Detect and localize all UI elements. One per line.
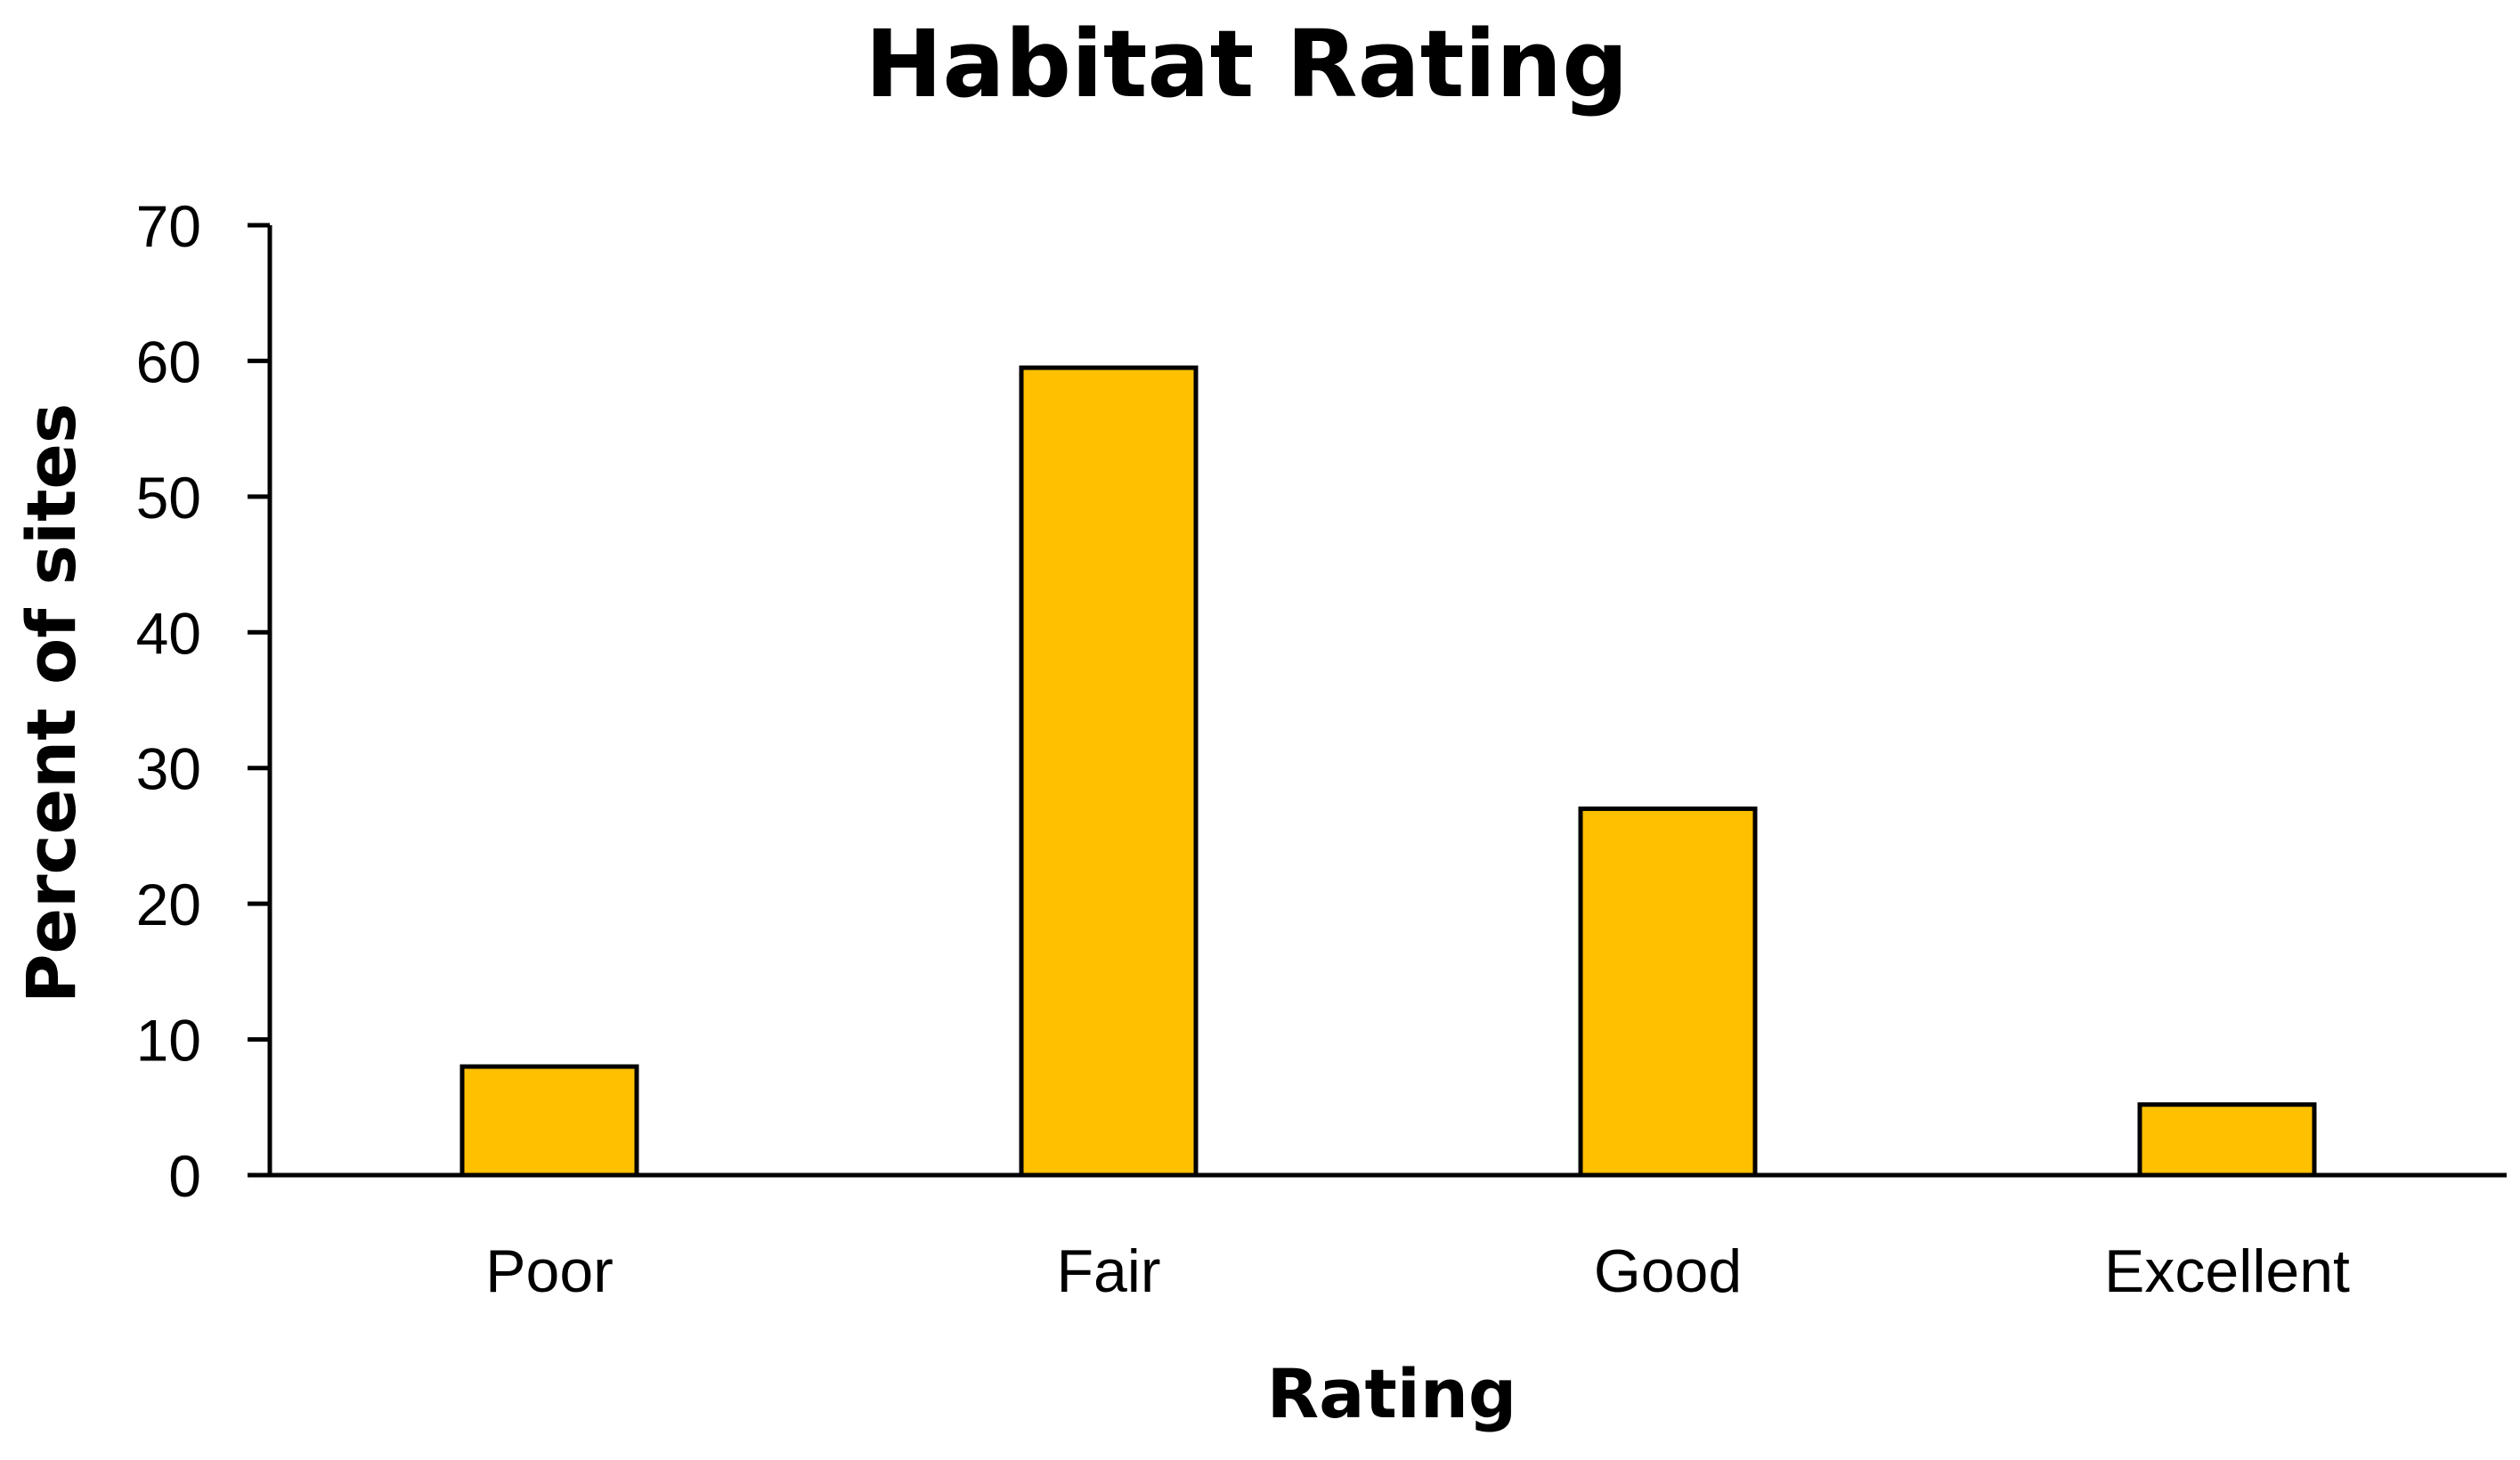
y-tick-label: 30 xyxy=(136,736,201,802)
y-tick-label: 0 xyxy=(168,1143,201,1209)
y-axis-title: Percent of sites xyxy=(12,403,91,1003)
x-axis-title: Rating xyxy=(1267,1354,1517,1433)
y-tick-label: 50 xyxy=(136,465,201,531)
bar-excellent xyxy=(2137,1102,2317,1178)
x-category-label: Good xyxy=(1594,1237,1742,1305)
chart-title: Habitat Rating xyxy=(865,10,1628,118)
y-tick-label: 70 xyxy=(136,193,201,259)
bar-fair xyxy=(1019,365,1199,1178)
y-tick-label: 60 xyxy=(136,328,201,394)
x-category-label: Excellent xyxy=(2104,1237,2350,1305)
bar-poor xyxy=(459,1064,639,1178)
bar-good xyxy=(1578,806,1758,1178)
y-tick-label: 10 xyxy=(136,1008,201,1074)
bars xyxy=(459,365,2317,1178)
y-tick-label: 20 xyxy=(136,872,201,937)
y-tick-label: 40 xyxy=(136,600,201,666)
x-axis-labels: Poor Fair Good Excellent xyxy=(485,1237,2350,1305)
x-category-label: Poor xyxy=(485,1237,614,1305)
x-category-label: Fair xyxy=(1056,1237,1160,1305)
y-axis-ticks: 0 10 20 30 40 50 60 70 xyxy=(136,193,270,1209)
